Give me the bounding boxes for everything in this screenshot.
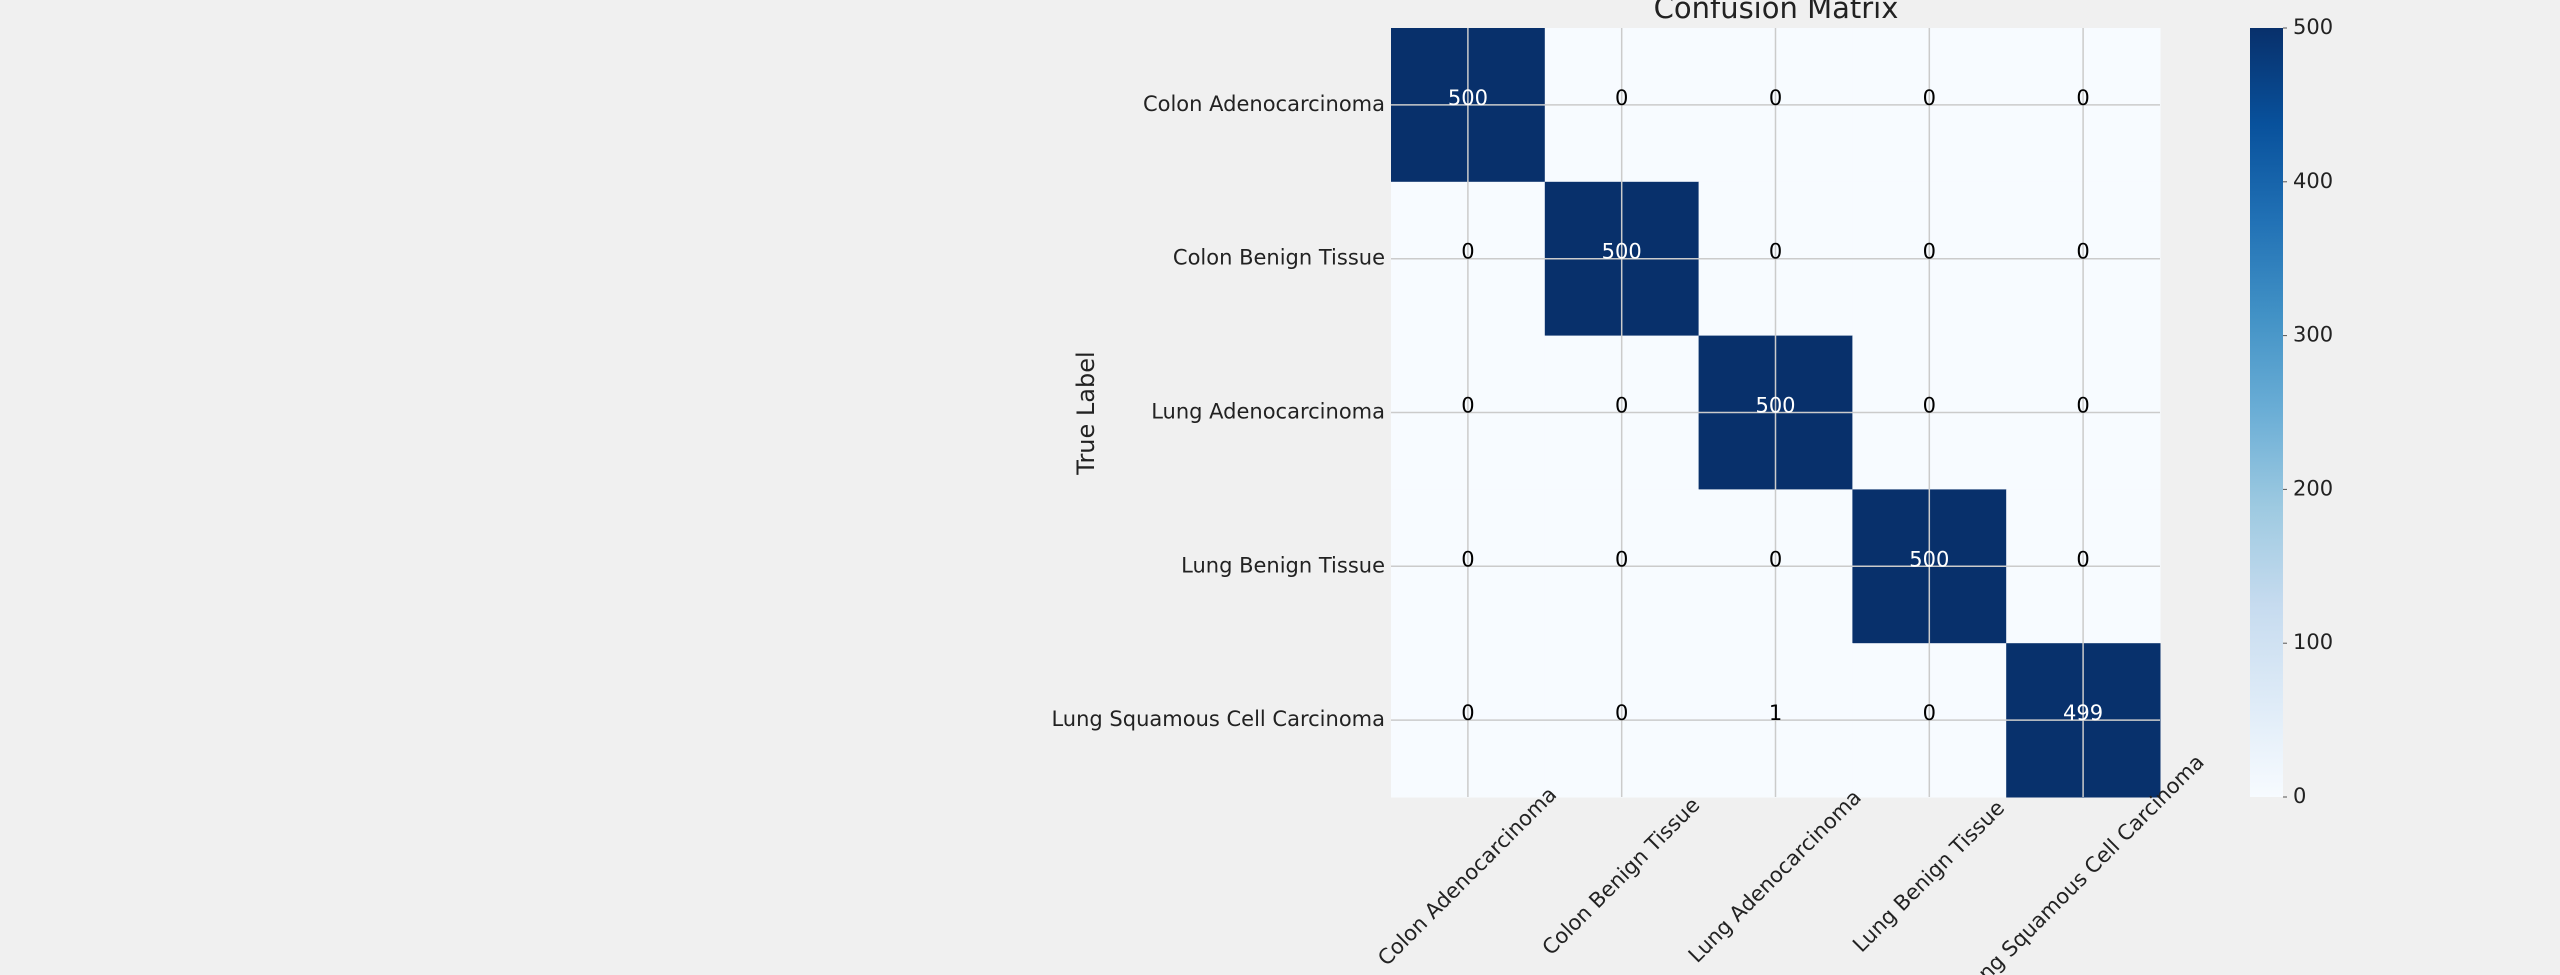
- cell-value-label: 0: [1769, 240, 1782, 264]
- colorbar-tick-label: 400: [2293, 169, 2333, 193]
- colorbar-tick-label: 0: [2293, 784, 2306, 808]
- y-tick-label: Lung Benign Tissue: [1181, 553, 1385, 577]
- cell-value-label: 0: [1615, 701, 1628, 725]
- cell-value-label: 500: [1602, 240, 1642, 264]
- cell-value-label: 0: [1461, 547, 1474, 571]
- x-tick-label: Colon Benign Tissue: [1538, 793, 1705, 960]
- cell-value-label: 0: [1923, 394, 1936, 418]
- chart-title: Confusion Matrix: [1654, 0, 1899, 25]
- cell-value-label: 0: [1923, 240, 1936, 264]
- cell-value-label: 500: [1755, 394, 1795, 418]
- cell-value-label: 0: [1461, 240, 1474, 264]
- cell-value-label: 0: [1769, 547, 1782, 571]
- y-tick-label: Lung Squamous Cell Carcinoma: [1051, 707, 1385, 731]
- cell-value-label: 0: [2076, 394, 2089, 418]
- cell-value-label: 500: [1448, 86, 1488, 110]
- x-tick-label: Colon Adenocarcinoma: [1373, 782, 1561, 970]
- cell-value-label: 0: [2076, 547, 2089, 571]
- y-axis-label: True Label: [1072, 351, 1100, 475]
- y-tick-label: Colon Adenocarcinoma: [1143, 92, 1385, 116]
- cell-value-label: 499: [2063, 701, 2103, 725]
- cell-value-label: 0: [1615, 394, 1628, 418]
- cell-value-label: 0: [2076, 240, 2089, 264]
- cell-value-label: 0: [1461, 701, 1474, 725]
- cell-value-label: 1: [1769, 701, 1782, 725]
- cell-value-label: 0: [2076, 86, 2089, 110]
- colorbar-tick-label: 500: [2293, 15, 2333, 39]
- y-tick-label: Colon Benign Tissue: [1173, 246, 1385, 270]
- cell-value-label: 0: [1769, 86, 1782, 110]
- cell-value-label: 0: [1923, 86, 1936, 110]
- cell-value-label: 0: [1615, 547, 1628, 571]
- cell-value-label: 0: [1461, 394, 1474, 418]
- colorbar: [2250, 28, 2283, 797]
- y-tick-label: Lung Adenocarcinoma: [1151, 400, 1385, 424]
- x-tick-label: Lung Benign Tissue: [1848, 796, 2009, 957]
- colorbar-tick-label: 100: [2293, 630, 2333, 654]
- colorbar-tick-label: 200: [2293, 476, 2333, 500]
- colorbar-tick-label: 300: [2293, 323, 2333, 347]
- cell-value-label: 500: [1909, 547, 1949, 571]
- cell-value-label: 0: [1923, 701, 1936, 725]
- cell-value-label: 0: [1615, 86, 1628, 110]
- x-tick-label: Lung Adenocarcinoma: [1684, 785, 1866, 967]
